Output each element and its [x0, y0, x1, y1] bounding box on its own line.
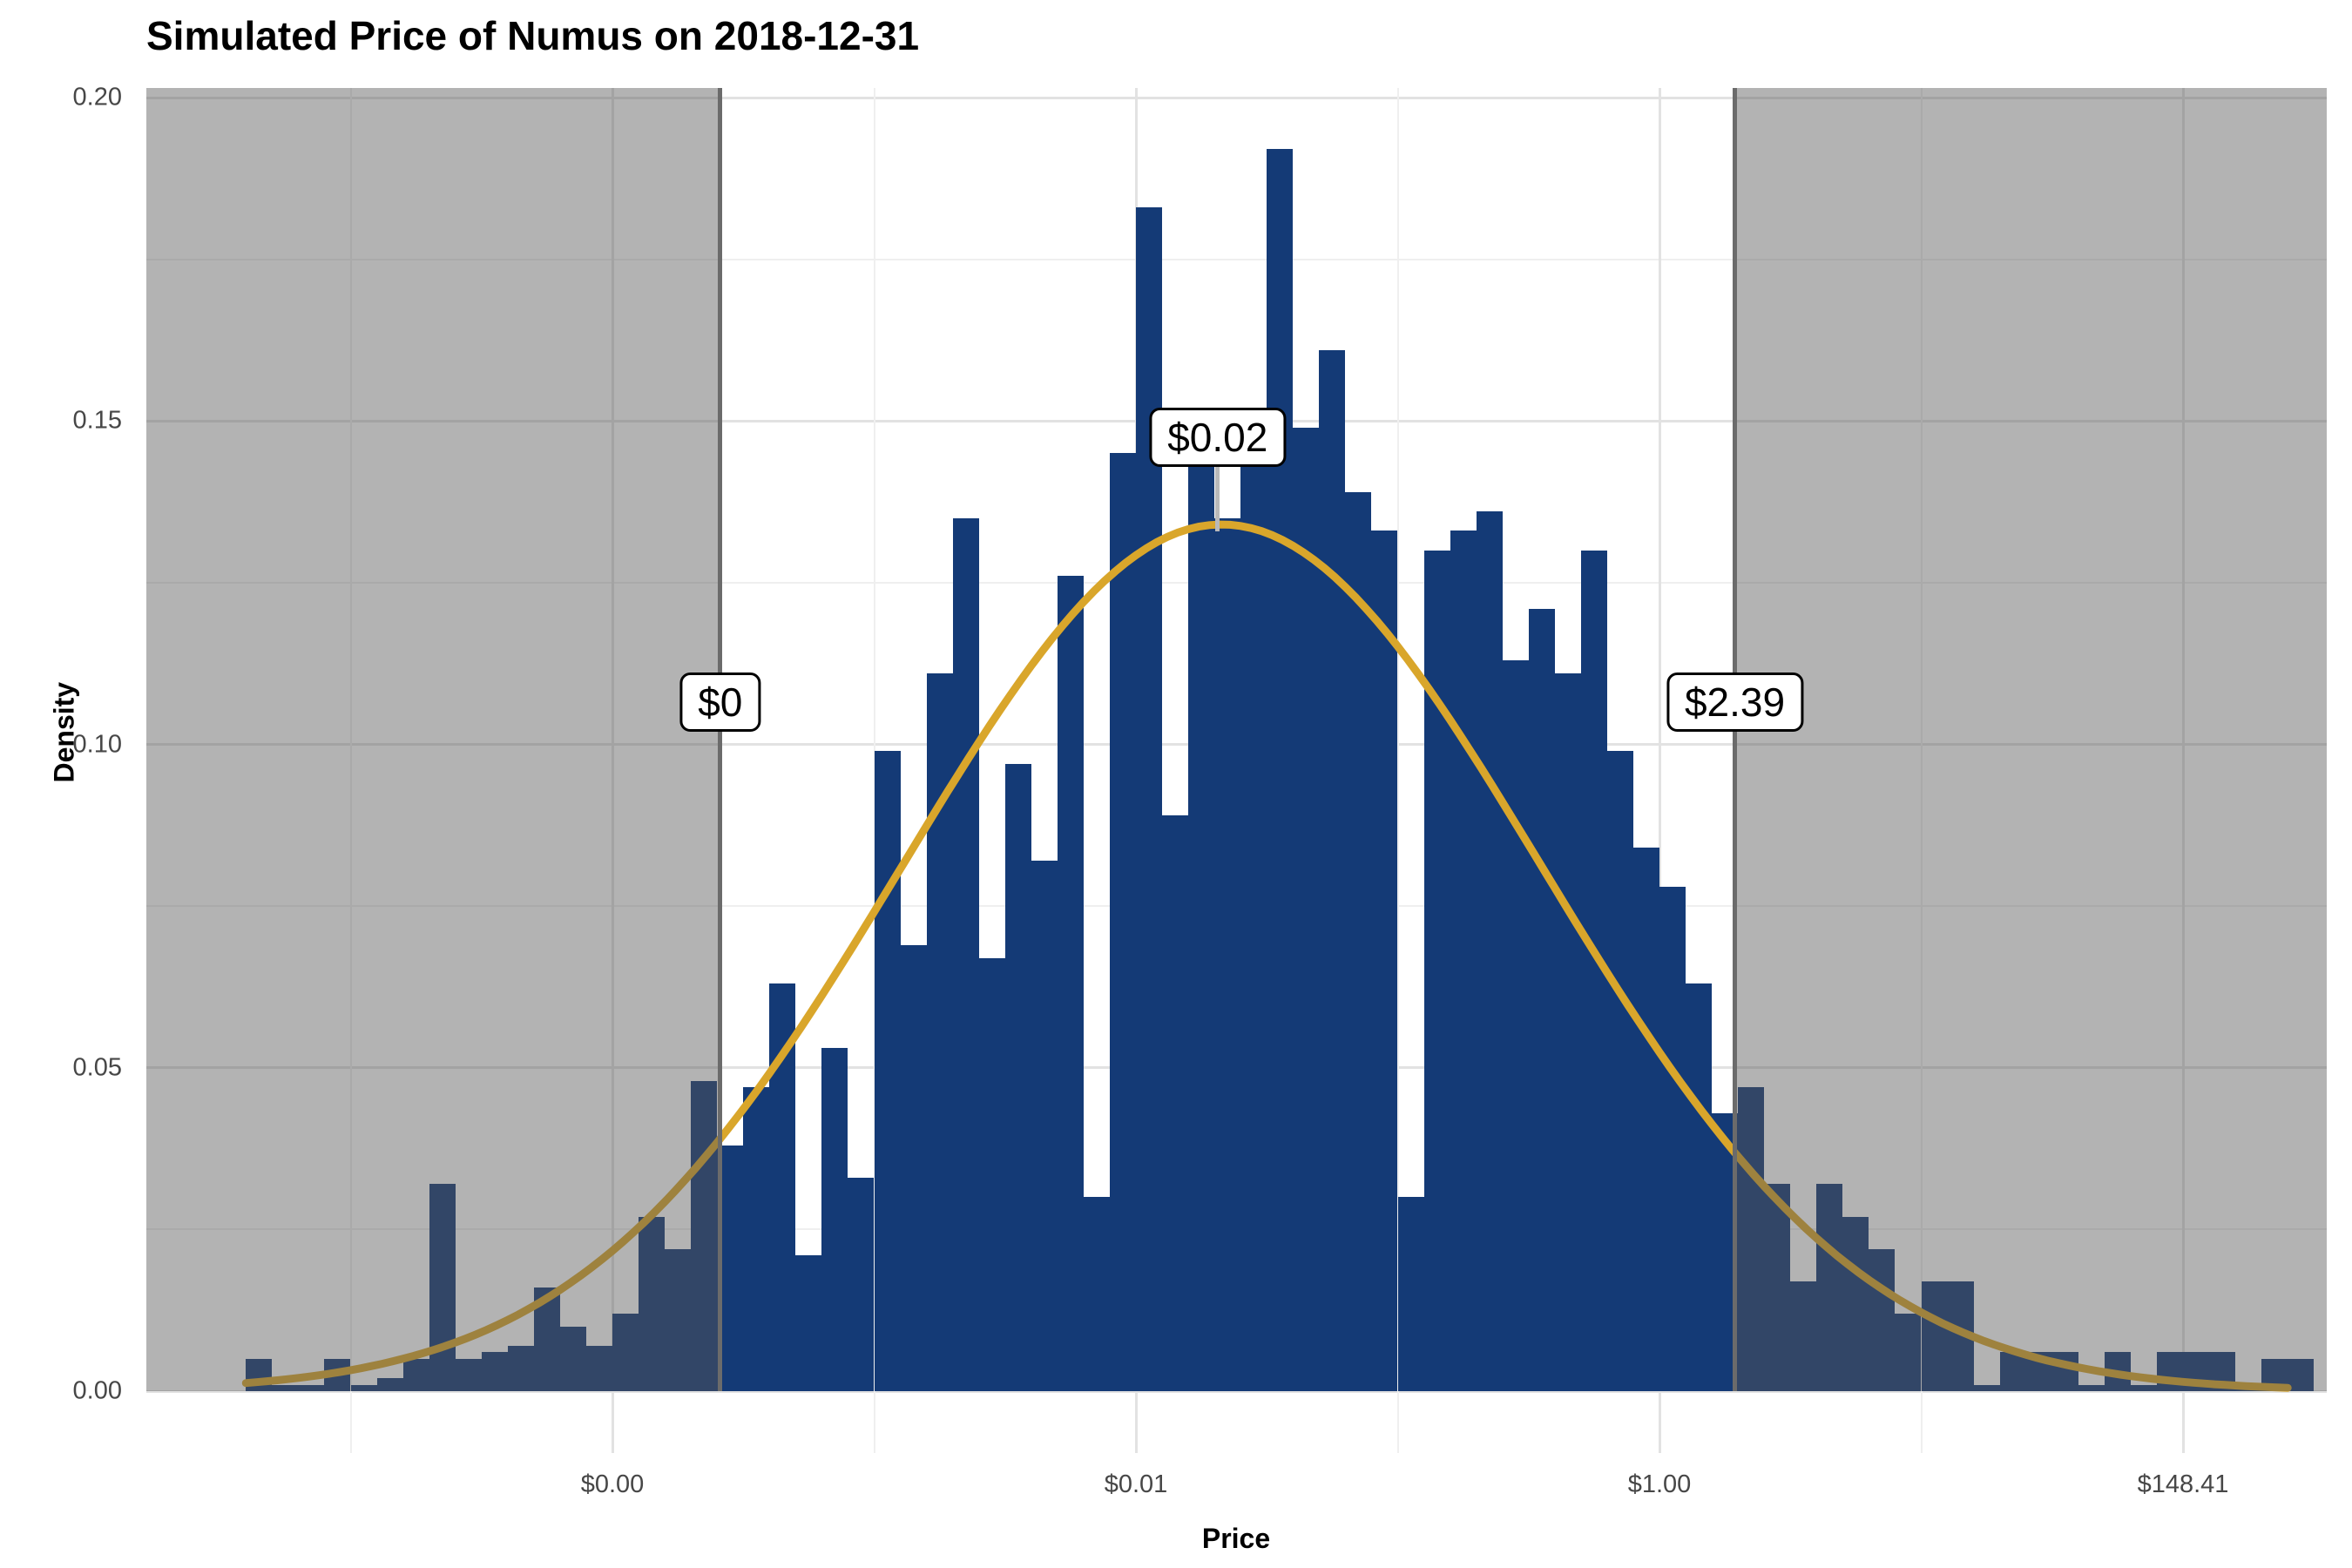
histogram-bar [1686, 983, 1713, 1391]
grid-minor-h [146, 258, 2327, 260]
histogram-bar [1973, 1384, 2000, 1391]
histogram-bar [2130, 1384, 2157, 1391]
boundary-line [1733, 88, 1738, 1391]
plot-panel [146, 88, 2327, 1453]
histogram-bar [821, 1048, 848, 1391]
histogram-bar [612, 1313, 639, 1391]
boundary-line [718, 88, 723, 1391]
y-tick-label: 0.10 [72, 730, 122, 758]
grid-minor-v [349, 88, 352, 1453]
density-curve [241, 520, 2292, 1392]
x-tick-label: $148.41 [2137, 1470, 2229, 1498]
grid-major-v [1658, 88, 1661, 1453]
histogram-bar [1109, 453, 1136, 1391]
grid-major-h [146, 1389, 2327, 1393]
histogram-bar [1031, 861, 1058, 1391]
histogram-bar [1345, 491, 1372, 1391]
annotation-text: $0 [698, 679, 743, 726]
histogram-bar [1293, 427, 1320, 1391]
annotation-label-lower-bound: $0 [679, 672, 761, 733]
histogram-bar [402, 1358, 429, 1391]
histogram-bar [1659, 886, 1686, 1391]
label-stem-line [1215, 465, 1220, 532]
out-of-bounds-shade [1734, 88, 2327, 1391]
histogram-bar [1554, 672, 1581, 1391]
histogram-bar [639, 1216, 666, 1391]
histogram-bar [507, 1346, 534, 1391]
histogram-bar [848, 1177, 875, 1391]
histogram-bar [1842, 1216, 1869, 1391]
histogram-bar [1240, 446, 1267, 1391]
histogram-bar [298, 1384, 325, 1391]
histogram-bar [1083, 1197, 1110, 1391]
histogram-bar [1921, 1281, 1948, 1391]
histogram-bar [376, 1378, 403, 1391]
histogram-bar [691, 1080, 718, 1391]
histogram-bar [1476, 511, 1503, 1391]
y-tick-label: 0.20 [72, 83, 122, 112]
y-tick-label: 0.15 [72, 406, 122, 435]
grid-major-v [2181, 88, 2185, 1453]
y-tick-label: 0.05 [72, 1053, 122, 1082]
out-of-bounds-shade [146, 88, 720, 1391]
histogram-bar [1869, 1248, 1896, 1391]
histogram-bar [1162, 815, 1189, 1391]
grid-major-v [611, 88, 614, 1453]
histogram-bar [1371, 531, 1398, 1391]
histogram-bar [272, 1384, 299, 1391]
annotation-label-expected-price: $0.02 [1149, 407, 1287, 467]
histogram-bar [1450, 531, 1477, 1391]
histogram-bar [455, 1358, 482, 1391]
histogram-bar [350, 1384, 377, 1391]
histogram-bar [1606, 750, 1633, 1391]
grid-minor-v [1920, 88, 1923, 1453]
histogram-bar [1895, 1313, 1922, 1391]
y-tick-label: 0.00 [72, 1376, 122, 1405]
histogram-bar [1188, 440, 1215, 1391]
shaded-regions-layer [146, 88, 2327, 1453]
boundary-lines-layer [146, 88, 2327, 1453]
histogram-bar [559, 1326, 586, 1391]
histogram-bar [978, 957, 1005, 1391]
histogram-bar [1502, 659, 1529, 1391]
histogram-bar [1764, 1184, 1791, 1391]
histogram-bar [429, 1184, 456, 1391]
histogram-bar [1214, 517, 1241, 1391]
histogram-bar [795, 1255, 822, 1391]
y-axis-title: Density [48, 681, 80, 783]
x-tick-label: $1.00 [1627, 1470, 1692, 1498]
annotation-text: $0.02 [1167, 414, 1268, 460]
x-tick-label: $0.00 [580, 1470, 645, 1498]
x-axis-title: Price [1201, 1523, 1271, 1554]
histogram-bar [743, 1087, 770, 1391]
histogram-bar [1790, 1281, 1817, 1391]
histogram-bar [874, 750, 901, 1391]
grid-major-h [146, 96, 2327, 99]
histogram-bar [1319, 349, 1346, 1391]
annotation-text: $2.39 [1684, 679, 1786, 726]
histogram-bar [481, 1352, 508, 1391]
histogram-bar [2078, 1384, 2105, 1391]
grid-minor-v [1396, 88, 1399, 1453]
chart-title: Simulated Price of Numus on 2018-12-31 [146, 13, 920, 58]
histogram-bar [2288, 1358, 2315, 1391]
annotation-label-upper-bound: $2.39 [1666, 672, 1804, 733]
histogram-bar [1397, 1197, 1424, 1391]
histogram-bar [1057, 576, 1084, 1391]
histogram-bar [1738, 1087, 1765, 1391]
histogram-bar [585, 1346, 612, 1391]
histogram-bars-layer [146, 88, 2327, 1453]
histogram-bar [1136, 207, 1163, 1391]
histogram-bar [1632, 848, 1659, 1391]
histogram-bar [1528, 608, 1555, 1391]
x-tick-label: $0.01 [1104, 1470, 1168, 1498]
histogram-bar [952, 517, 979, 1391]
histogram-bar [1999, 1352, 2026, 1391]
histogram-bar [1816, 1184, 1843, 1391]
histogram-bar [1004, 763, 1031, 1391]
histogram-bar [900, 944, 927, 1391]
histogram-bar [1267, 149, 1294, 1391]
histogram-bar [665, 1248, 692, 1391]
